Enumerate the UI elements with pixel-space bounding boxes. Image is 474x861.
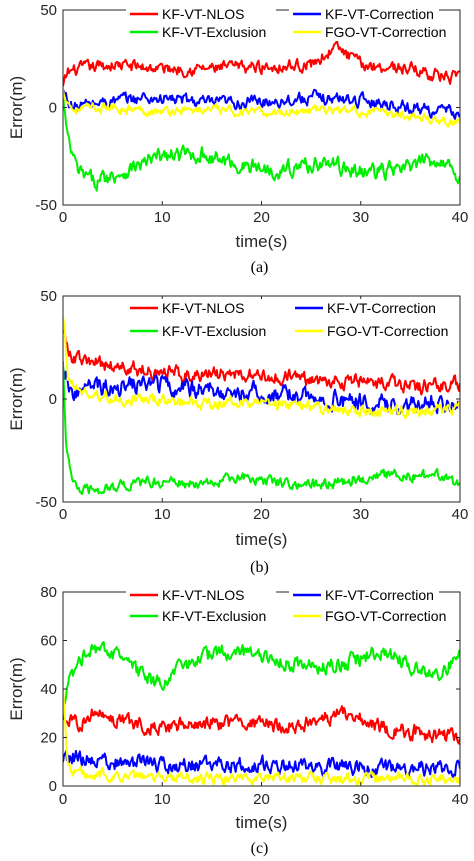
- legend: KF-VT-NLOS KF-VT-Correction KF-VT-Exclusio…: [126, 299, 448, 340]
- legend-bg: [289, 586, 439, 604]
- legend-label: KF-VT-Exclusion: [162, 323, 266, 339]
- panel-caption: (c): [251, 840, 269, 857]
- y-tick-label: -50: [35, 197, 57, 214]
- legend-bg: [289, 607, 439, 625]
- series-line-fgo-vt-correction: [63, 688, 460, 786]
- legend-label: FGO-VT-Correction: [327, 323, 448, 339]
- x-axis-label: time(s): [236, 530, 288, 549]
- series-line-kf-vt-correction: [63, 749, 460, 779]
- x-tick-label: 40: [452, 506, 469, 523]
- legend-bg: [291, 299, 441, 317]
- x-tick-label: 20: [253, 791, 270, 808]
- series-line-kf-vt-exclusion: [63, 641, 460, 714]
- x-tick-label: 40: [452, 791, 469, 808]
- x-axis-label: time(s): [236, 813, 288, 832]
- legend-bg: [126, 5, 276, 23]
- panel-caption: (a): [251, 259, 269, 276]
- x-tick-label: 40: [452, 209, 469, 226]
- x-tick-label: 30: [352, 506, 369, 523]
- legend-bg: [291, 322, 441, 340]
- chart-panel: 0 10 20 30 40-50050time(s)Error(m)(a)KF-VT-N…: [7, 2, 468, 276]
- legend-bg: [289, 5, 439, 23]
- y-tick-label: -50: [35, 494, 57, 511]
- series-line-kf-vt-nlos: [63, 39, 460, 87]
- legend-label: KF-VT-Correction: [327, 300, 436, 316]
- legend-label: KF-VT-NLOS: [162, 300, 244, 316]
- chart-panel: 0 10 20 30 40 0 20 40 60 80 time(s) Error(m) (c) KF-V…: [7, 584, 468, 857]
- legend-bg: [289, 23, 439, 41]
- legend-bg: [126, 607, 276, 625]
- y-axis-label: Error(m): [7, 657, 26, 720]
- series-line-fgo-vt-correction: [63, 315, 460, 420]
- y-tick-label: 50: [40, 2, 57, 19]
- series-line-fgo-vt-correction: [63, 89, 460, 128]
- x-tick-label: 0: [59, 506, 67, 523]
- legend: KF-VT-NLOS KF-VT-Correction KF-VT-Exclusio…: [126, 586, 446, 625]
- legend-label: FGO-VT-Correction: [325, 608, 446, 624]
- series-line-kf-vt-nlos: [63, 705, 460, 745]
- legend-bg: [126, 322, 276, 340]
- legend-label: KF-VT-NLOS: [162, 6, 244, 22]
- x-axis-label: time(s): [236, 232, 288, 251]
- x-tick-label: 0: [59, 791, 67, 808]
- x-tick-label: 0: [59, 209, 67, 226]
- series-group: [63, 315, 460, 496]
- series-line-kf-vt-exclusion: [63, 361, 460, 496]
- series-line-kf-vt-correction: [63, 88, 460, 120]
- series-line-kf-vt-exclusion: [63, 94, 460, 192]
- legend-bg: [126, 299, 276, 317]
- series-line-kf-vt-correction: [63, 368, 460, 416]
- legend-label: KF-VT-Exclusion: [162, 608, 266, 624]
- legend: KF-VT-NLOS KF-VT-Correction KF-VT-Exclusio…: [126, 5, 446, 41]
- y-tick-label: 0: [49, 100, 57, 117]
- y-tick-label: 0: [49, 391, 57, 408]
- y-axis-label: Error(m): [7, 367, 26, 430]
- legend-label: FGO-VT-Correction: [325, 24, 446, 40]
- x-tick-label: 30: [352, 209, 369, 226]
- y-tick-label: 0: [49, 778, 57, 795]
- series-group: [63, 39, 460, 192]
- y-tick-label: 80: [40, 584, 57, 601]
- legend-label: KF-VT-Correction: [325, 587, 434, 603]
- legend-label: KF-VT-Exclusion: [162, 24, 266, 40]
- legend-label: KF-VT-Correction: [325, 6, 434, 22]
- x-tick-label: 10: [154, 791, 171, 808]
- legend-label: KF-VT-NLOS: [162, 587, 244, 603]
- legend-bg: [126, 23, 276, 41]
- x-tick-label: 20: [253, 506, 270, 523]
- x-tick-label: 10: [154, 506, 171, 523]
- legend-bg: [126, 586, 276, 604]
- x-tick-label: 20: [253, 209, 270, 226]
- series-line-kf-vt-nlos: [63, 326, 460, 396]
- y-tick-label: 40: [40, 681, 57, 698]
- y-tick-label: 20: [40, 730, 57, 747]
- y-axis-label: Error(m): [7, 76, 26, 139]
- y-tick-label: 60: [40, 633, 57, 650]
- chart-panel: 0 10 20 30 40-50050time(s)Error(m)(b)KF-VT-N…: [7, 288, 468, 576]
- series-group: [63, 641, 460, 786]
- y-tick-label: 50: [40, 288, 57, 305]
- panel-caption: (b): [250, 559, 269, 576]
- x-tick-label: 30: [352, 791, 369, 808]
- x-tick-label: 10: [154, 209, 171, 226]
